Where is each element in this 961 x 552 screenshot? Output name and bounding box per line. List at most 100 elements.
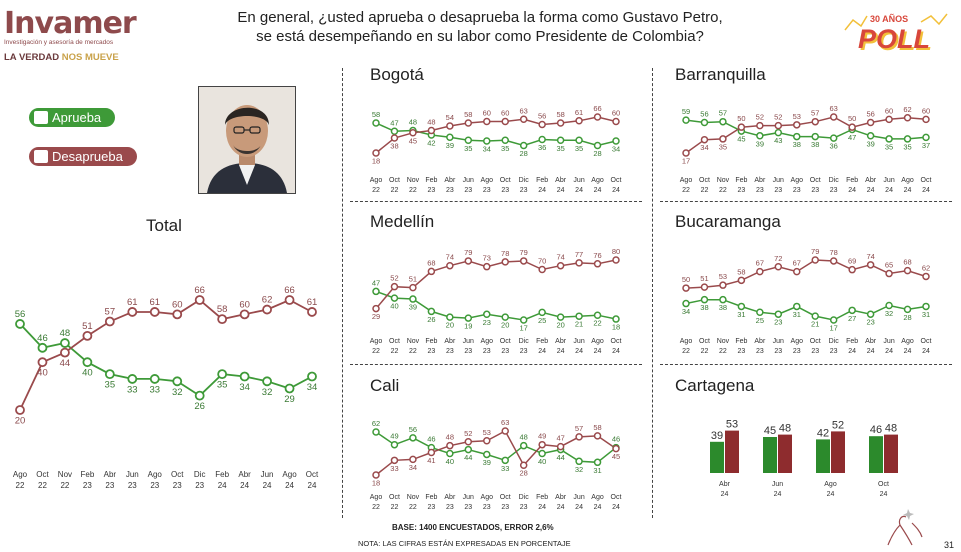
divider-right <box>652 68 653 518</box>
data-label: 38 <box>390 142 398 151</box>
x-tick-label-month: Abr <box>555 177 567 184</box>
data-label: 53 <box>793 112 801 121</box>
data-label: 48 <box>60 328 71 339</box>
x-tick-label-month: Abr <box>444 494 456 501</box>
x-tick-label-year: 24 <box>538 187 546 194</box>
data-label: 58 <box>556 110 564 119</box>
x-tick-label-year: 24 <box>538 504 546 511</box>
x-tick-label-year: 22 <box>391 187 399 194</box>
data-label: 53 <box>719 272 727 281</box>
data-point <box>483 310 491 319</box>
data-label: 38 <box>700 303 708 312</box>
x-tick-label-month: Oct <box>500 177 511 184</box>
x-tick-label-year: 24 <box>848 348 856 355</box>
data-label: 46 <box>427 435 435 444</box>
data-label: 60 <box>239 299 250 310</box>
x-tick-label-month: Ago <box>591 338 604 345</box>
data-label: 32 <box>575 465 583 474</box>
x-tick-label-month: Nov <box>407 177 420 184</box>
data-label: 39 <box>866 139 874 148</box>
x-tick-label-year: 23 <box>427 504 435 511</box>
data-label: 63 <box>520 106 528 115</box>
x-tick-label-month: Oct <box>878 481 889 488</box>
data-point <box>593 260 602 268</box>
data-label: 47 <box>848 133 856 142</box>
x-tick-label-year: 23 <box>793 348 801 355</box>
data-point <box>82 357 93 368</box>
logo-tagline: LA VERDAD NOS MUEVE <box>4 52 119 63</box>
data-point <box>922 302 930 311</box>
data-label: 35 <box>464 144 472 153</box>
data-point <box>501 136 509 144</box>
data-point <box>575 457 583 466</box>
data-label: 68 <box>427 258 435 267</box>
data-label: 37 <box>922 141 930 150</box>
thumbs-up-icon <box>34 111 48 124</box>
x-tick-label-year: 24 <box>867 187 875 194</box>
data-label: 25 <box>756 316 764 325</box>
data-point <box>556 313 565 321</box>
x-tick-label-month: Dic <box>829 338 840 345</box>
x-tick-label-year: 22 <box>60 481 69 490</box>
x-tick-label-year: 24 <box>557 187 565 194</box>
x-tick-label-year: 24 <box>263 481 272 490</box>
data-label: 35 <box>105 380 116 391</box>
chart-title-cali: Cali <box>370 376 400 395</box>
thumbs-down-icon <box>34 150 48 163</box>
x-tick-label-year: 23 <box>520 504 528 511</box>
data-point <box>519 115 528 123</box>
data-label: 67 <box>793 259 801 268</box>
x-tick-label-month: Jun <box>463 494 474 501</box>
data-point <box>372 428 380 436</box>
x-tick-label-month: Abr <box>754 177 766 184</box>
x-tick-label-month: Oct <box>389 177 400 184</box>
divider-row-1-center <box>350 201 642 202</box>
data-point <box>519 441 528 450</box>
poll-logo-decoration <box>844 13 948 31</box>
data-label: 63 <box>501 418 509 427</box>
bar-desaprueba <box>884 434 898 473</box>
x-tick-label-month: Jun <box>773 177 784 184</box>
data-label: 39 <box>483 458 491 467</box>
data-point <box>793 302 801 311</box>
data-label: 33 <box>390 464 398 473</box>
data-label: 21 <box>575 320 583 329</box>
data-point <box>538 449 546 458</box>
x-tick-label-year: 23 <box>105 481 114 490</box>
page-number: 31 <box>944 540 955 550</box>
x-tick-label-year: 22 <box>719 348 727 355</box>
x-tick-label-year: 24 <box>538 348 546 355</box>
chart-title-cartagena: Cartagena <box>675 376 755 395</box>
data-label: 29 <box>372 312 380 321</box>
data-point <box>848 306 856 315</box>
data-point <box>612 137 620 145</box>
x-tick-label-year: 24 <box>240 481 249 490</box>
data-point <box>427 448 436 457</box>
divider-row-2-right <box>660 364 952 365</box>
data-point <box>922 115 930 124</box>
data-label: 31 <box>793 310 801 319</box>
data-label: 33 <box>501 464 509 473</box>
x-tick-label-year: 24 <box>904 187 912 194</box>
data-label: 60 <box>922 106 930 115</box>
data-point <box>82 330 93 341</box>
data-point <box>575 433 583 441</box>
chart-bucaramanga: 34 38 38 31 25 23 31 21 17 27 23 32 28 31 50 51 53 58 67 72… <box>680 247 932 355</box>
data-point <box>756 308 764 317</box>
data-label: 77 <box>575 250 583 259</box>
data-label: 32 <box>262 387 273 398</box>
x-tick-label-month: Dic <box>519 338 530 345</box>
president-portrait <box>198 86 296 194</box>
data-point <box>390 294 399 302</box>
data-label: 60 <box>885 106 893 115</box>
x-tick-label-month: Dic <box>194 470 206 479</box>
x-tick-label-month: Feb <box>735 338 747 345</box>
x-tick-label-month: Oct <box>500 494 511 501</box>
x-tick-label-year: 23 <box>446 348 454 355</box>
data-label: 52 <box>774 113 782 122</box>
x-tick-label-year: 23 <box>464 187 472 194</box>
data-label: 50 <box>737 114 745 123</box>
data-point <box>519 461 528 469</box>
bar-value-label: 48 <box>885 423 897 435</box>
data-point <box>104 316 115 327</box>
